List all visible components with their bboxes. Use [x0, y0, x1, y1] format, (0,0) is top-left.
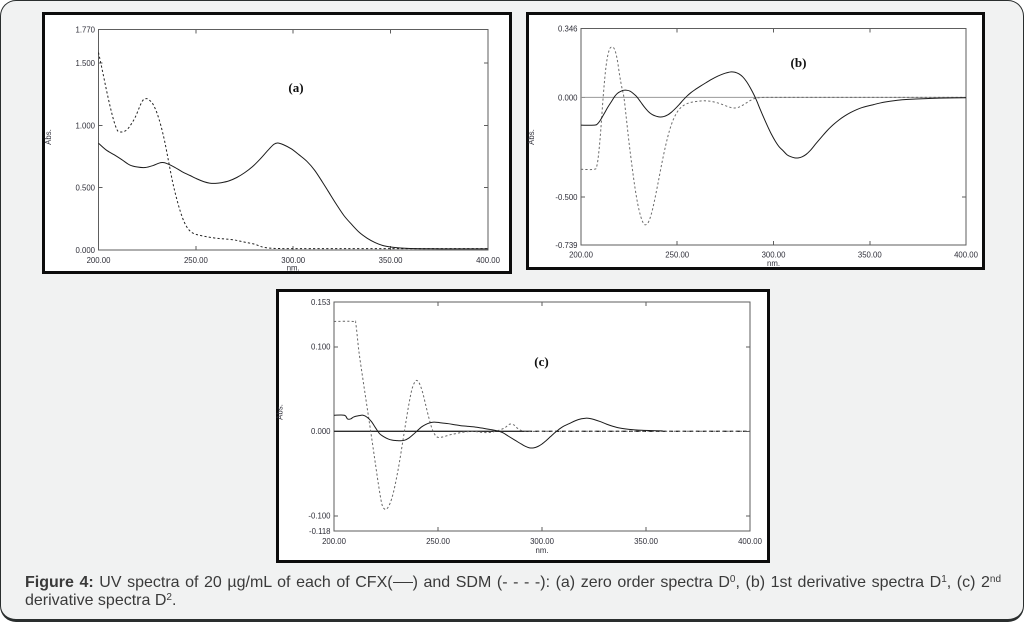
svg-text:0.100: 0.100 — [311, 343, 331, 352]
svg-text:-0.100: -0.100 — [308, 512, 331, 521]
svg-text:-0.739: -0.739 — [555, 241, 577, 250]
svg-text:(c): (c) — [534, 354, 548, 369]
svg-text:200.00: 200.00 — [569, 250, 594, 259]
svg-text:(a): (a) — [288, 80, 303, 95]
svg-text:300.00: 300.00 — [530, 537, 555, 546]
svg-text:nm.: nm. — [767, 259, 780, 268]
svg-text:0.346: 0.346 — [558, 24, 578, 33]
svg-text:400.00: 400.00 — [954, 250, 979, 259]
svg-text:(b): (b) — [791, 55, 807, 70]
svg-text:1.770: 1.770 — [75, 25, 95, 34]
svg-text:400.00: 400.00 — [738, 537, 763, 546]
svg-text:300.00: 300.00 — [281, 256, 306, 265]
svg-text:350.00: 350.00 — [634, 537, 659, 546]
svg-text:200.00: 200.00 — [87, 256, 112, 265]
svg-text:1.000: 1.000 — [75, 121, 95, 130]
svg-text:nm.: nm. — [287, 263, 300, 272]
svg-text:200.00: 200.00 — [322, 537, 347, 546]
svg-text:400.00: 400.00 — [476, 256, 501, 265]
svg-text:Abs.: Abs. — [44, 129, 53, 145]
svg-text:350.00: 350.00 — [858, 250, 883, 259]
svg-text:nm.: nm. — [536, 546, 549, 555]
svg-text:0.500: 0.500 — [75, 184, 95, 193]
svg-text:0.153: 0.153 — [311, 298, 331, 307]
svg-text:0.000: 0.000 — [75, 246, 95, 255]
svg-text:0.000: 0.000 — [311, 427, 331, 436]
svg-text:0.000: 0.000 — [558, 93, 578, 102]
svg-text:Abs.: Abs. — [276, 404, 285, 420]
svg-text:250.00: 250.00 — [665, 250, 690, 259]
svg-text:-0.500: -0.500 — [555, 193, 578, 202]
svg-text:250.00: 250.00 — [184, 256, 209, 265]
svg-text:-0.118: -0.118 — [309, 527, 331, 536]
svg-text:300.00: 300.00 — [762, 250, 787, 259]
svg-text:Abs.: Abs. — [527, 129, 536, 145]
svg-text:350.00: 350.00 — [379, 256, 404, 265]
svg-text:250.00: 250.00 — [426, 537, 451, 546]
svg-text:1.500: 1.500 — [75, 59, 95, 68]
